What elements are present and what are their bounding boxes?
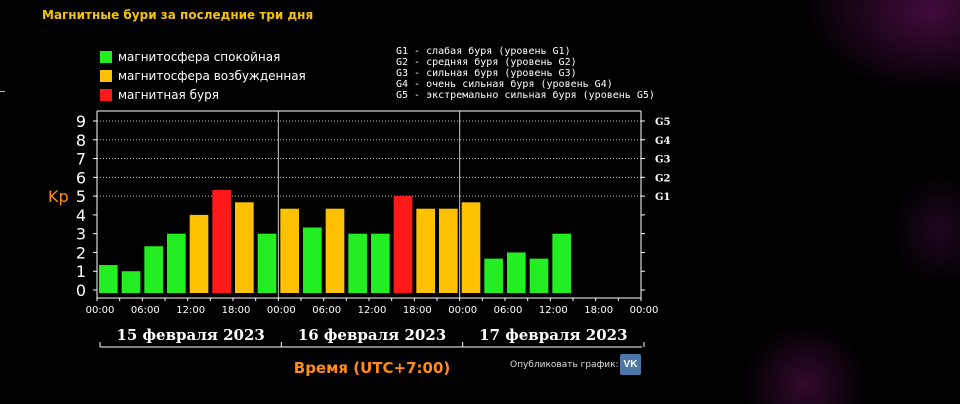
bar [280, 208, 299, 293]
legend-item-calm: магнитосфера спокойная [100, 47, 306, 66]
bar [257, 233, 277, 293]
legend-swatch [100, 69, 112, 82]
y-tick-label: 2 [76, 243, 86, 262]
page-title: Магнитные бури за последние три дня [42, 8, 314, 22]
x-tick-label: 00:00 [448, 305, 477, 316]
legend-label: магнитосфера возбужденная [118, 68, 306, 83]
right-tick-label: G4 [655, 136, 671, 147]
storm-level-g4: G4 - очень сильная буря (уровень G4) [396, 79, 613, 90]
y-tick-label: 3 [76, 225, 86, 244]
right-tick-label: G2 [655, 173, 671, 184]
bar [144, 246, 163, 293]
bar [121, 271, 141, 293]
storm-level-legend: G1 - слабая буря (уровень G1) G2 - средн… [396, 46, 655, 101]
storm-level-g1: G1 - слабая буря (уровень G1) [396, 46, 571, 57]
x-tick-label: 18:00 [222, 305, 251, 316]
x-tick-label: 18:00 [584, 305, 613, 316]
x-tick-label: 00:00 [630, 305, 659, 316]
y-tick-label: 0 [76, 281, 86, 300]
bar [212, 189, 231, 293]
bar [99, 265, 118, 293]
day-label: 16 февраля 2023 [298, 326, 446, 344]
bar [303, 227, 322, 293]
vk-share-button[interactable]: VK [620, 354, 641, 375]
x-tick-label: 12:00 [539, 305, 568, 316]
x-tick-label: 00:00 [267, 305, 296, 316]
bar [393, 196, 413, 293]
bar [416, 208, 435, 293]
legend-label: магнитная буря [118, 87, 219, 102]
legend-label: магнитосфера спокойная [118, 49, 281, 64]
legend-swatch [100, 88, 112, 101]
storm-level-g5: G5 - экстремально сильная буря (уровень … [396, 90, 655, 101]
bar [189, 214, 209, 293]
bar [529, 258, 549, 293]
y-tick-label: 9 [76, 112, 86, 131]
y-tick-label: 1 [76, 262, 86, 281]
y-tick-label: 5 [76, 187, 86, 206]
publish-label: Опубликовать график: [510, 360, 619, 370]
bar [484, 258, 503, 293]
x-tick-label: 06:00 [494, 305, 523, 316]
bar [371, 233, 390, 293]
x-tick-label: 06:00 [131, 305, 160, 316]
vk-icon: VK [623, 359, 638, 370]
x-tick-label: 18:00 [403, 305, 432, 316]
bar [507, 252, 526, 293]
bar [325, 208, 345, 293]
storm-level-g2: G2 - средняя буря (уровень G2) [396, 57, 577, 68]
day-label: 15 февраля 2023 [116, 326, 264, 344]
bar [552, 233, 571, 293]
right-tick-label: G1 [655, 192, 671, 203]
legend-item-storm: магнитная буря [100, 85, 306, 104]
y-axis-label: Kp [48, 187, 69, 206]
bar [235, 202, 254, 293]
legend-item-excited: магнитосфера возбужденная [100, 66, 306, 85]
bar [439, 208, 458, 293]
bar [167, 233, 186, 293]
x-tick-label: 00:00 [86, 305, 115, 316]
edge-divider [0, 91, 5, 92]
storm-level-g3: G3 - сильная буря (уровень G3) [396, 68, 577, 79]
bar [348, 233, 367, 293]
right-tick-label: G5 [655, 117, 671, 128]
x-axis-label: Время (UTC+7:00) [294, 359, 450, 377]
bar [461, 202, 481, 293]
x-tick-label: 12:00 [176, 305, 205, 316]
y-tick-label: 7 [76, 150, 86, 169]
day-label: 17 февраля 2023 [479, 326, 627, 344]
right-tick-label: G3 [655, 155, 671, 166]
color-legend: магнитосфера спокойная магнитосфера возб… [100, 47, 306, 104]
y-tick-label: 6 [76, 168, 86, 187]
x-tick-label: 12:00 [358, 305, 387, 316]
x-tick-label: 06:00 [312, 305, 341, 316]
y-tick-label: 4 [76, 206, 86, 225]
legend-swatch [100, 50, 112, 63]
y-tick-label: 8 [76, 131, 86, 150]
